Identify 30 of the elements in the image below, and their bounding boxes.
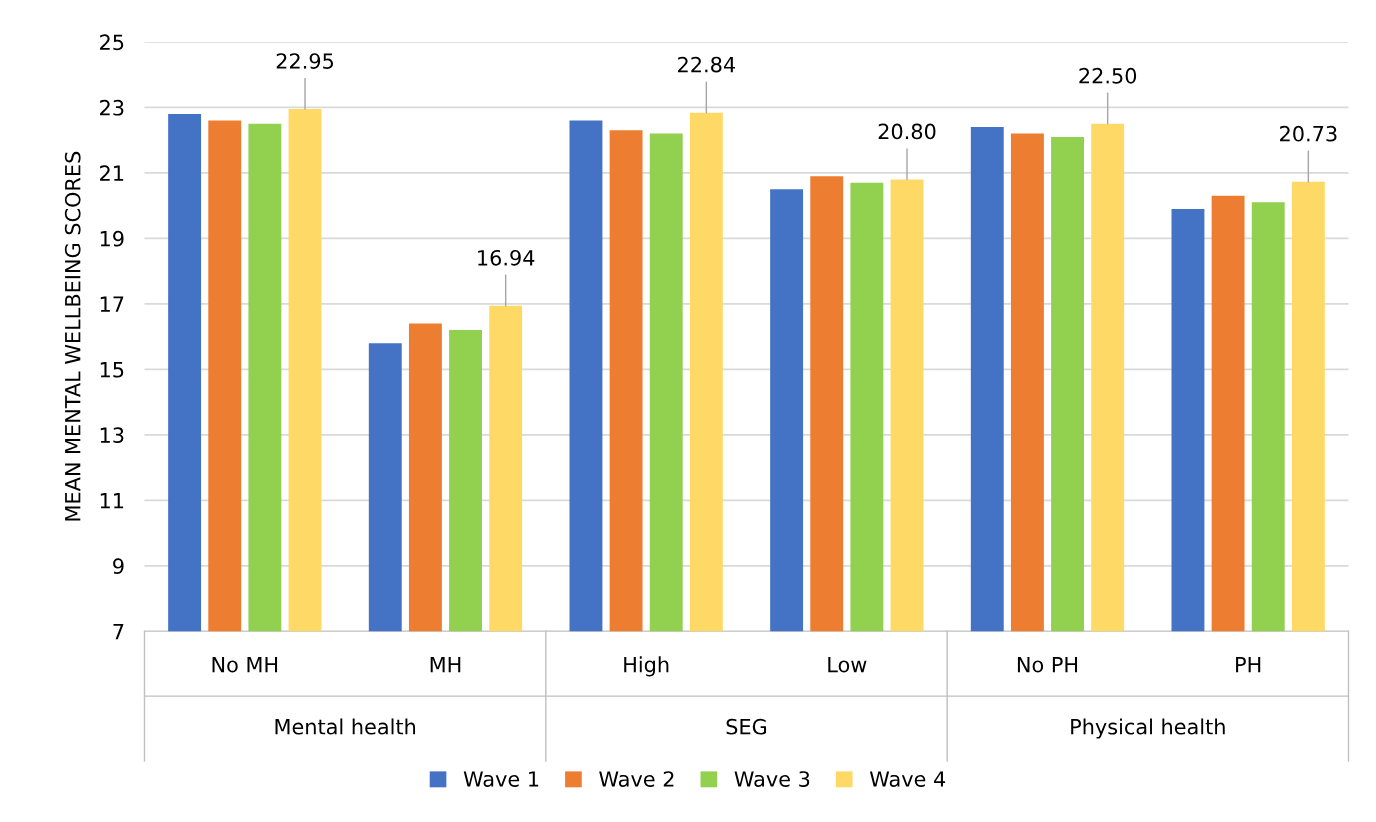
y-tick-label: 21 [100,165,124,181]
x-tick-label: High [624,656,669,677]
x-tick-label: No MH [212,656,278,673]
y-tick-label: 17 [100,296,124,312]
data-label: 20.73 [1280,125,1337,142]
y-tick-label: 11 [100,493,124,509]
y-tick-label: 13 [100,427,124,444]
data-label: 16.94 [478,249,535,266]
y-tick-label: 23 [100,99,124,116]
legend-label: Wave 2 [599,771,674,787]
legend-label: Wave 3 [734,771,810,787]
x-tick-label: No PH [1017,656,1078,673]
data-label: 22.50 [1079,67,1137,84]
y-tick-label: 19 [100,230,124,247]
data-label: 22.95 [276,53,334,69]
legend-label: Wave 1 [463,771,539,787]
x-tick-label: PH [1236,656,1261,673]
y-axis-title: MEAN MENTAL WELLBEING SCORES [64,151,81,521]
text: Physical health [1071,718,1225,739]
data-label: 20.80 [878,123,936,140]
y-tick-label: 25 [100,34,124,51]
text: SEG [726,718,767,735]
y-tick-label: 15 [100,362,124,378]
x-tick-label: Low [828,656,867,673]
legend-label: Wave 4 [869,771,946,787]
x-tick-label: MH [430,656,461,673]
y-tick-label: 7 [113,624,124,640]
data-label: 22.84 [678,56,735,73]
y-tick-label: 9 [113,558,124,575]
text: Mental health [275,718,416,735]
